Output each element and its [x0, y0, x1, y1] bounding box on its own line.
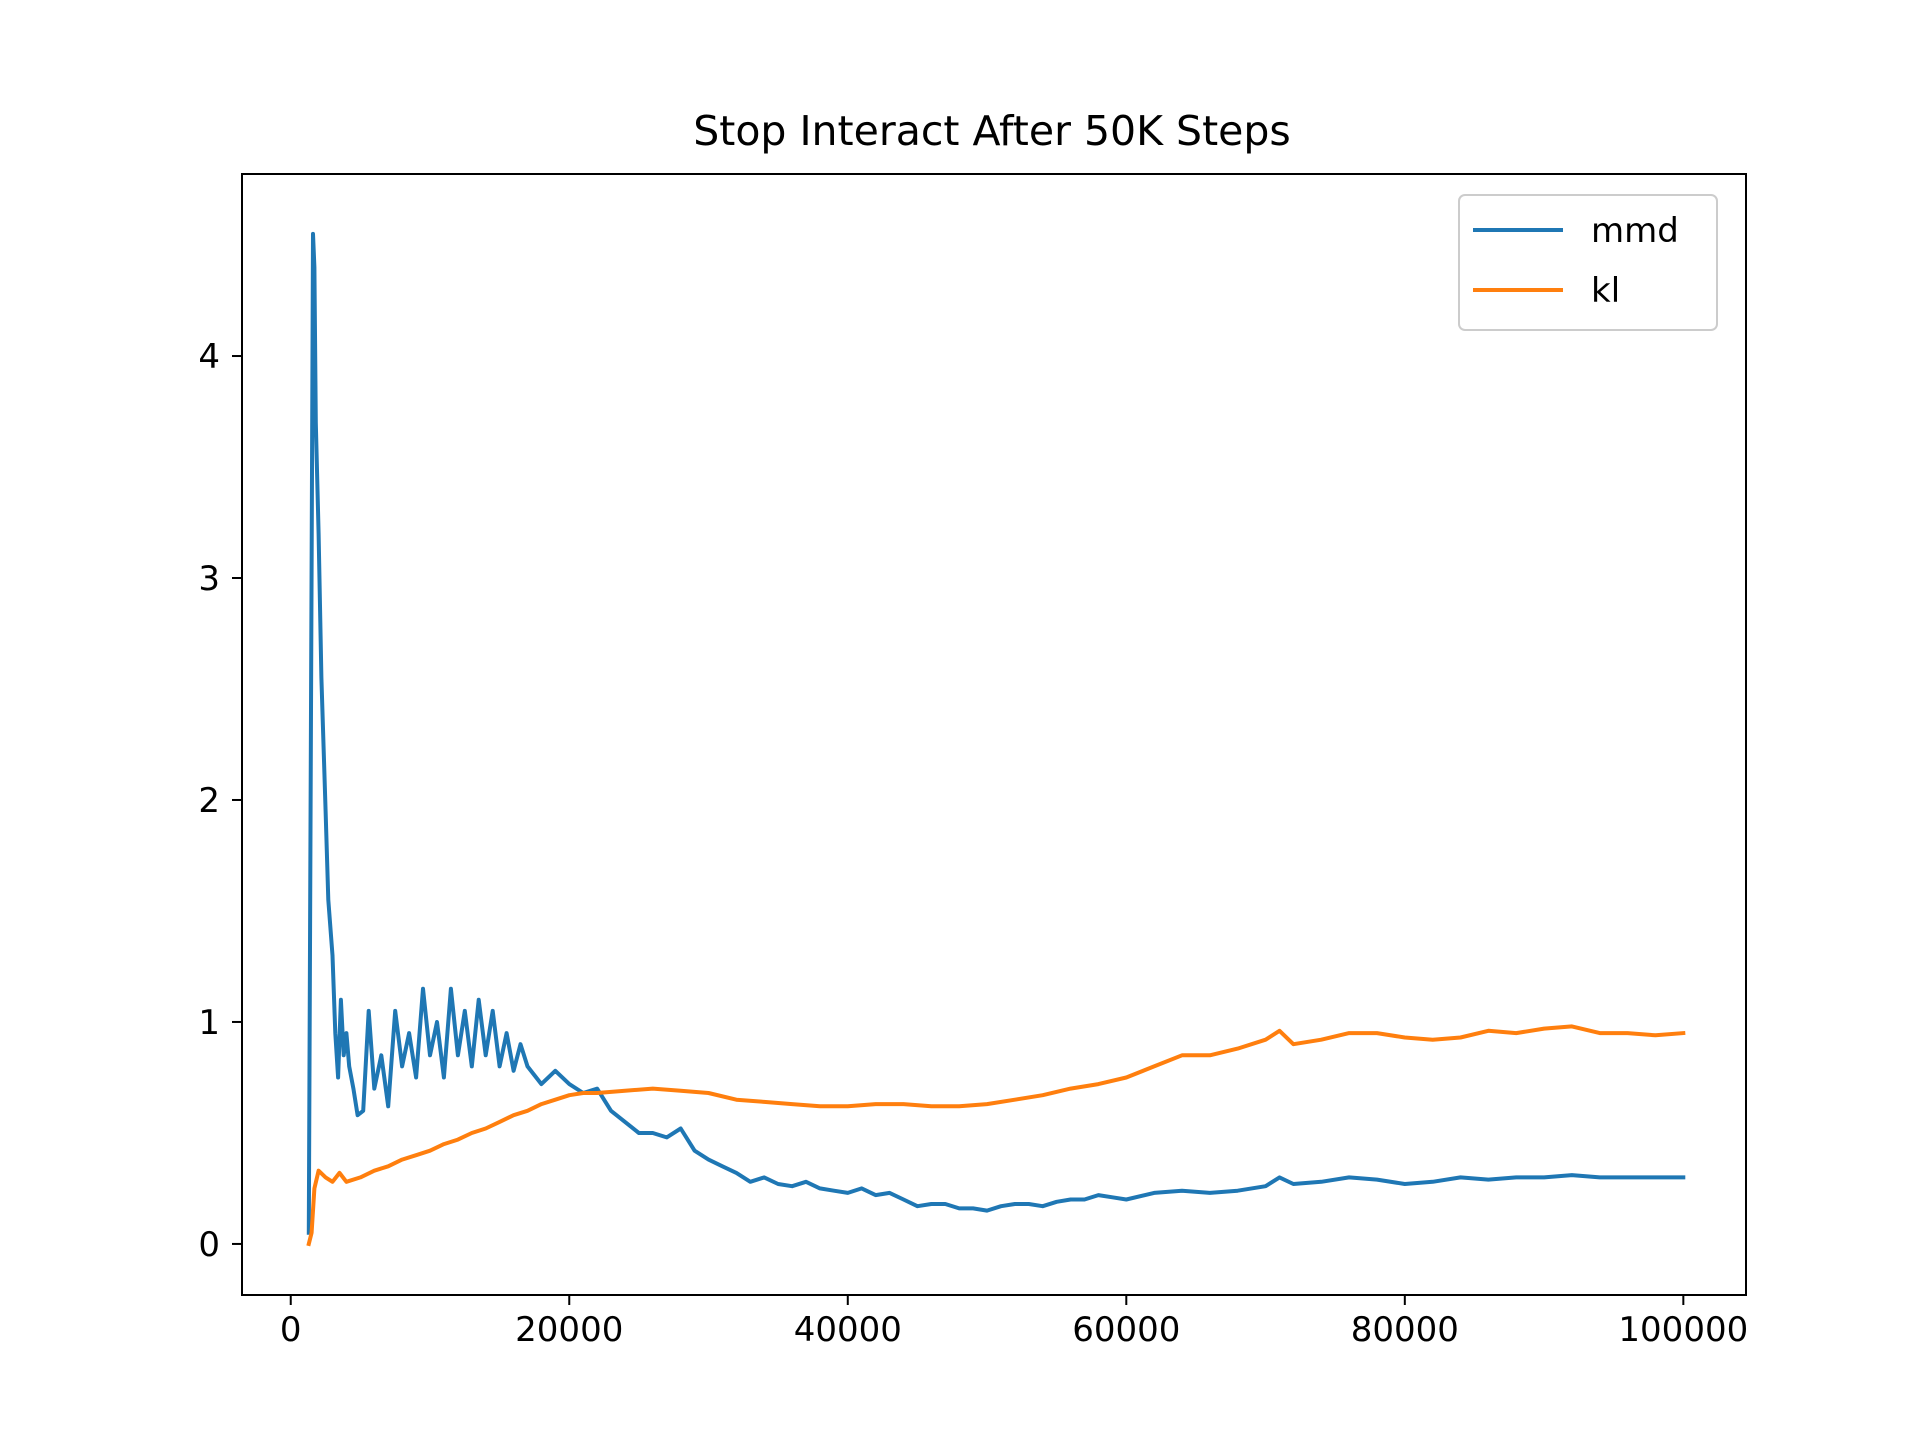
x-tick-label: 0	[280, 1310, 302, 1350]
x-tick-label: 80000	[1351, 1310, 1459, 1350]
chart-title: Stop Interact After 50K Steps	[693, 107, 1291, 155]
y-tick-label: 3	[198, 559, 220, 599]
x-tick-label: 20000	[515, 1310, 623, 1350]
series-line-mmd	[306, 231, 1686, 1235]
plot-area	[306, 231, 1686, 1247]
y-tick-label: 0	[198, 1225, 220, 1265]
legend-label-kl: kl	[1591, 271, 1620, 311]
legend-label-mmd: mmd	[1591, 211, 1679, 251]
y-tick-label: 2	[198, 781, 220, 821]
legend: mmd kl	[1458, 194, 1718, 331]
axes: 0 20000 40000 60000 80000 100000 0 1 2 3 4	[198, 173, 1748, 1350]
y-tick-label: 4	[198, 337, 220, 377]
x-tick-label: 100000	[1618, 1310, 1748, 1350]
x-tick-label: 60000	[1072, 1310, 1180, 1350]
series-line-kl	[306, 1024, 1686, 1247]
axes-frame	[241, 173, 1747, 1296]
y-tick-label: 1	[198, 1003, 220, 1043]
x-tick-label: 40000	[794, 1310, 902, 1350]
